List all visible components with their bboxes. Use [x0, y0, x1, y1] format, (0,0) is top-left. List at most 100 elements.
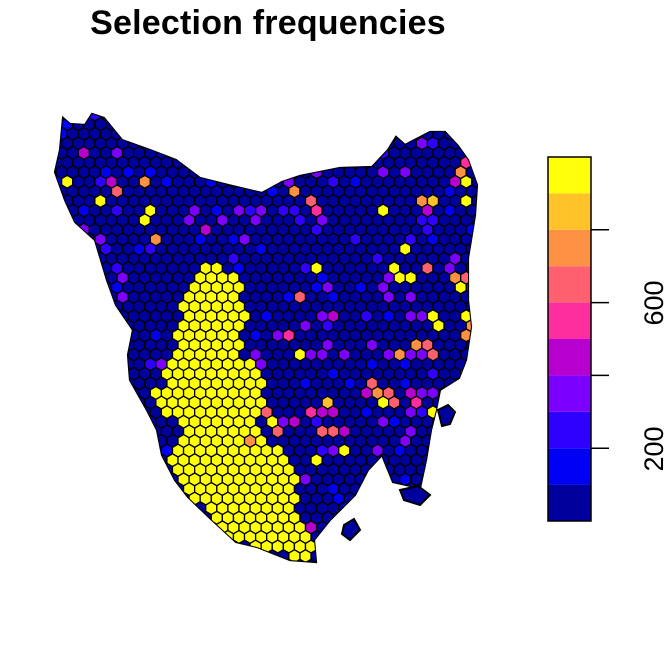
- planning-unit-hex: [121, 114, 135, 122]
- planning-unit-hex: [476, 510, 477, 525]
- planning-unit-hex: [454, 529, 467, 545]
- planning-unit-hex: [110, 337, 124, 353]
- planning-unit-hex: [83, 328, 96, 343]
- planning-unit-hex: [66, 222, 79, 237]
- planning-unit-hex: [99, 472, 113, 487]
- planning-unit-hex: [133, 529, 146, 545]
- planning-unit-hex: [343, 114, 357, 122]
- planning-unit-hex: [483, 329, 494, 342]
- planning-unit-hex: [88, 280, 102, 295]
- planning-unit-hex: [60, 462, 74, 477]
- planning-unit-hex: [182, 539, 196, 554]
- planning-unit-hex: [149, 539, 163, 554]
- planning-unit-hex: [60, 309, 74, 324]
- planning-unit-hex: [121, 376, 135, 391]
- planning-unit-hex: [299, 145, 312, 161]
- planning-unit-hex: [443, 491, 456, 506]
- planning-unit-hex: [88, 549, 102, 562]
- planning-unit-hex: [138, 558, 151, 562]
- planning-unit-hex: [138, 443, 151, 458]
- planning-unit-hex: [277, 114, 290, 122]
- planning-unit-hex: [133, 510, 146, 525]
- planning-unit-hex: [62, 99, 73, 112]
- planning-unit-hex: [127, 501, 140, 516]
- legend-color-box: [548, 193, 591, 230]
- planning-unit-hex: [387, 114, 401, 122]
- planning-unit-hex: [182, 117, 196, 132]
- planning-unit-hex: [55, 376, 68, 391]
- planning-unit-hex: [39, 271, 50, 284]
- planning-unit-hex: [471, 539, 477, 554]
- planning-unit-hex: [171, 136, 185, 151]
- planning-unit-hex: [72, 539, 85, 554]
- planning-unit-hex: [315, 155, 329, 170]
- planning-unit-hex: [155, 549, 168, 562]
- planning-unit-hex: [338, 136, 351, 151]
- planning-unit-hex: [393, 501, 406, 516]
- planning-unit-hex: [94, 424, 107, 439]
- planning-unit-hex: [138, 539, 151, 554]
- planning-unit-hex: [476, 126, 477, 141]
- planning-unit-hex: [460, 462, 473, 477]
- planning-unit-hex: [483, 387, 494, 400]
- planning-unit-hex: [260, 136, 273, 151]
- planning-unit-hex: [55, 414, 68, 429]
- planning-unit-hex: [83, 385, 96, 401]
- planning-unit-hex: [55, 270, 63, 285]
- planning-unit-hex: [443, 549, 456, 562]
- planning-unit-hex: [110, 549, 124, 562]
- planning-unit-hex: [83, 289, 96, 305]
- planning-unit-hex: [83, 462, 96, 477]
- planning-unit-hex: [476, 280, 477, 295]
- planning-unit-hex: [55, 405, 63, 420]
- planning-unit-hex: [243, 126, 257, 141]
- planning-unit-hex: [471, 366, 477, 381]
- planning-unit-hex: [376, 529, 390, 545]
- planning-unit-hex: [454, 510, 467, 525]
- planning-unit-hex: [250, 99, 261, 112]
- planning-unit-hex: [221, 114, 235, 122]
- planning-unit-hex: [171, 520, 185, 535]
- planning-unit-hex: [238, 136, 251, 151]
- planning-unit-hex: [471, 558, 477, 562]
- planning-unit-hex: [55, 357, 68, 372]
- planning-unit-hex: [476, 114, 477, 122]
- planning-unit-hex: [448, 385, 462, 401]
- planning-unit-hex: [72, 232, 85, 247]
- planning-unit-hex: [110, 318, 124, 333]
- planning-unit-hex: [371, 117, 384, 132]
- planning-unit-hex: [77, 510, 90, 525]
- planning-unit-hex: [376, 491, 390, 506]
- planning-unit-hex: [465, 529, 477, 545]
- planning-unit-hex: [376, 472, 390, 487]
- planning-unit-hex: [454, 549, 467, 562]
- planning-unit-hex: [110, 453, 124, 468]
- planning-unit-hex: [387, 491, 401, 506]
- planning-unit-hex: [221, 165, 235, 180]
- planning-unit-hex: [249, 155, 262, 170]
- planning-unit-hex: [321, 145, 334, 161]
- planning-unit-hex: [188, 114, 201, 122]
- planning-unit-hex: [360, 520, 373, 535]
- planning-unit-hex: [171, 501, 185, 516]
- planning-unit-hex: [293, 117, 307, 132]
- planning-unit-hex: [55, 539, 63, 554]
- planning-unit-hex: [299, 126, 312, 141]
- planning-unit-hex: [182, 136, 196, 151]
- planning-unit-hex: [293, 558, 307, 562]
- planning-unit-hex: [243, 165, 257, 180]
- planning-unit-hex: [94, 347, 107, 362]
- planning-unit-hex: [465, 395, 477, 410]
- planning-unit-hex: [254, 126, 268, 141]
- planning-unit-hex: [393, 520, 406, 535]
- planning-unit-hex: [476, 184, 477, 199]
- planning-unit-hex: [138, 424, 151, 439]
- planning-unit-hex: [448, 117, 462, 132]
- planning-unit-hex: [354, 126, 368, 141]
- planning-unit-hex: [410, 114, 423, 122]
- planning-unit-hex: [365, 145, 379, 161]
- planning-unit-hex: [39, 99, 50, 112]
- planning-unit-hex: [99, 357, 113, 372]
- planning-unit-hex: [60, 366, 74, 381]
- planning-unit-hex: [460, 136, 473, 151]
